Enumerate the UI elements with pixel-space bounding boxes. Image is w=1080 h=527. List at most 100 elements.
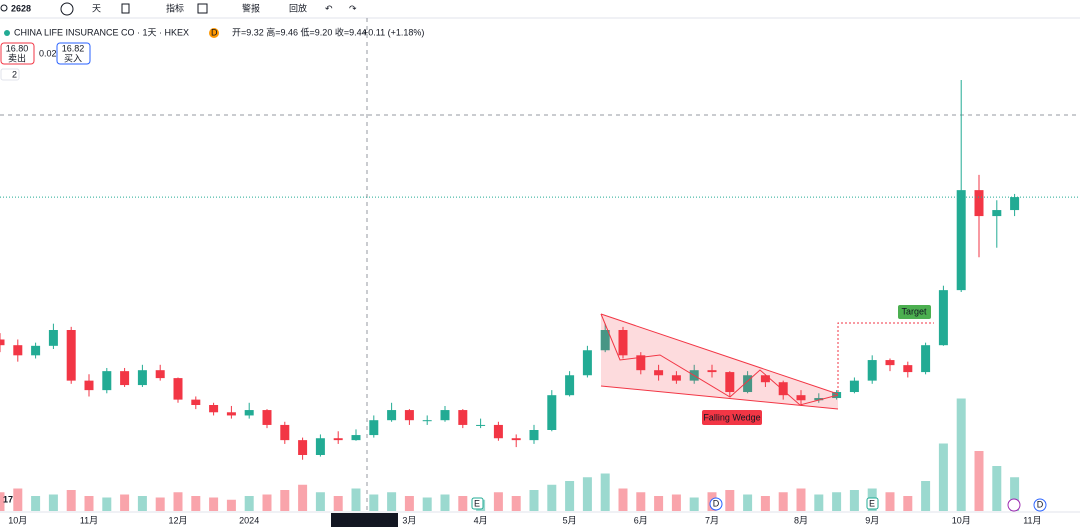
symbol[interactable]: 2628 [11,3,31,13]
candle-body [440,410,450,421]
badge-text: D [211,27,218,37]
event-marker[interactable] [471,497,484,510]
replay[interactable]: 回放 [289,2,307,13]
candle-body [849,380,859,393]
volume-bar [387,492,397,511]
volume-bar [511,496,521,511]
volume-bar [102,497,112,511]
buy-button[interactable] [56,42,91,65]
event-marker[interactable] [866,497,879,510]
candle-body [511,438,521,441]
candle-body [671,375,681,381]
volume-bar [0,492,5,511]
candle-body [938,290,948,346]
event-label: D [713,498,720,508]
volume-bar [369,494,379,511]
candle-body [707,370,717,373]
candle-body [867,360,877,381]
x-tick-label: 10月 [8,515,27,525]
x-tick-label: 9月 [865,515,879,525]
candle-body [636,355,646,371]
events: E D E D [471,497,1047,512]
volume-bar [938,443,948,511]
search-icon[interactable] [0,4,8,12]
x-tick-label: 11月 [80,515,98,525]
target-label-box [898,305,931,319]
volume-bar [849,490,859,511]
x-tick-label: 4月 [474,515,488,525]
candle-body [13,345,23,356]
volume-bar [493,492,503,511]
candle-body [903,365,913,373]
wedge-fill [601,314,838,409]
volume-bar [903,496,913,511]
volume-bar [547,484,557,511]
add-symbol[interactable] [60,2,74,16]
volume-bar [725,490,735,511]
crosshair-label-box [331,513,398,527]
volume-bar [565,481,575,511]
volume-bar [209,497,219,511]
volume-bar [351,488,361,511]
volume-bar [137,496,147,511]
candle-body [333,438,343,441]
candle-body [422,420,432,422]
volume-bar [422,497,432,511]
target-projection [837,322,934,392]
ask-label: 买入 [64,53,82,63]
status-dot [4,30,10,36]
indicators[interactable]: 指标 [166,2,184,13]
volume-bar [1010,477,1020,511]
volume-bar [244,496,254,511]
candle-body [796,395,806,401]
x-tick-label: 8月 [794,515,808,525]
sell-button[interactable] [0,42,35,65]
volume-bar [796,488,806,511]
bid-label: 卖出 [8,52,26,63]
volume-bar [120,494,130,511]
event-marker[interactable] [1033,498,1047,512]
x-tick-label: 6月 [634,515,648,525]
volume-bar [298,484,308,511]
volume-bar [689,497,699,511]
layouts[interactable] [197,3,208,14]
alerts[interactable]: 警报 [242,2,260,13]
chart-type[interactable] [121,3,130,14]
event-marker[interactable] [709,497,723,511]
volume-bar [921,481,931,511]
volume-bar [885,492,895,511]
wedge-upper [600,313,839,395]
volume-bar [458,496,468,511]
volume-bar [440,494,450,511]
x-tick-label: 12月 [168,515,187,525]
candle-body [1010,197,1020,211]
candle-body [262,410,272,425]
candle-body [120,371,130,386]
volume-bar [760,496,770,511]
interval[interactable]: 天 [92,3,101,13]
candle-body [48,330,58,346]
volume-bar [529,490,539,511]
candle-body [369,420,379,436]
volume-bar [280,490,290,511]
redo[interactable]: ↷ [349,3,357,13]
split-marker[interactable] [1007,498,1021,512]
wedge-waves [600,313,839,406]
candle-body [404,410,414,421]
candle-body [458,410,468,425]
x-tick-label: 5月 [563,515,577,525]
volume-bar [992,466,1002,511]
volume-bar [600,473,610,511]
pattern-label-box [702,410,762,425]
candle-body [582,350,592,376]
x-tick-label: 7月 [705,515,719,525]
collapse-button[interactable] [0,68,20,81]
candle-body [493,424,503,439]
legend-title: CHINA LIFE INSURANCE CO · 1天 · HKEX [14,27,189,37]
candle-body [155,370,165,379]
volume-bar [191,496,201,511]
volume-bar [173,492,183,511]
undo[interactable]: ↶ [325,3,333,13]
